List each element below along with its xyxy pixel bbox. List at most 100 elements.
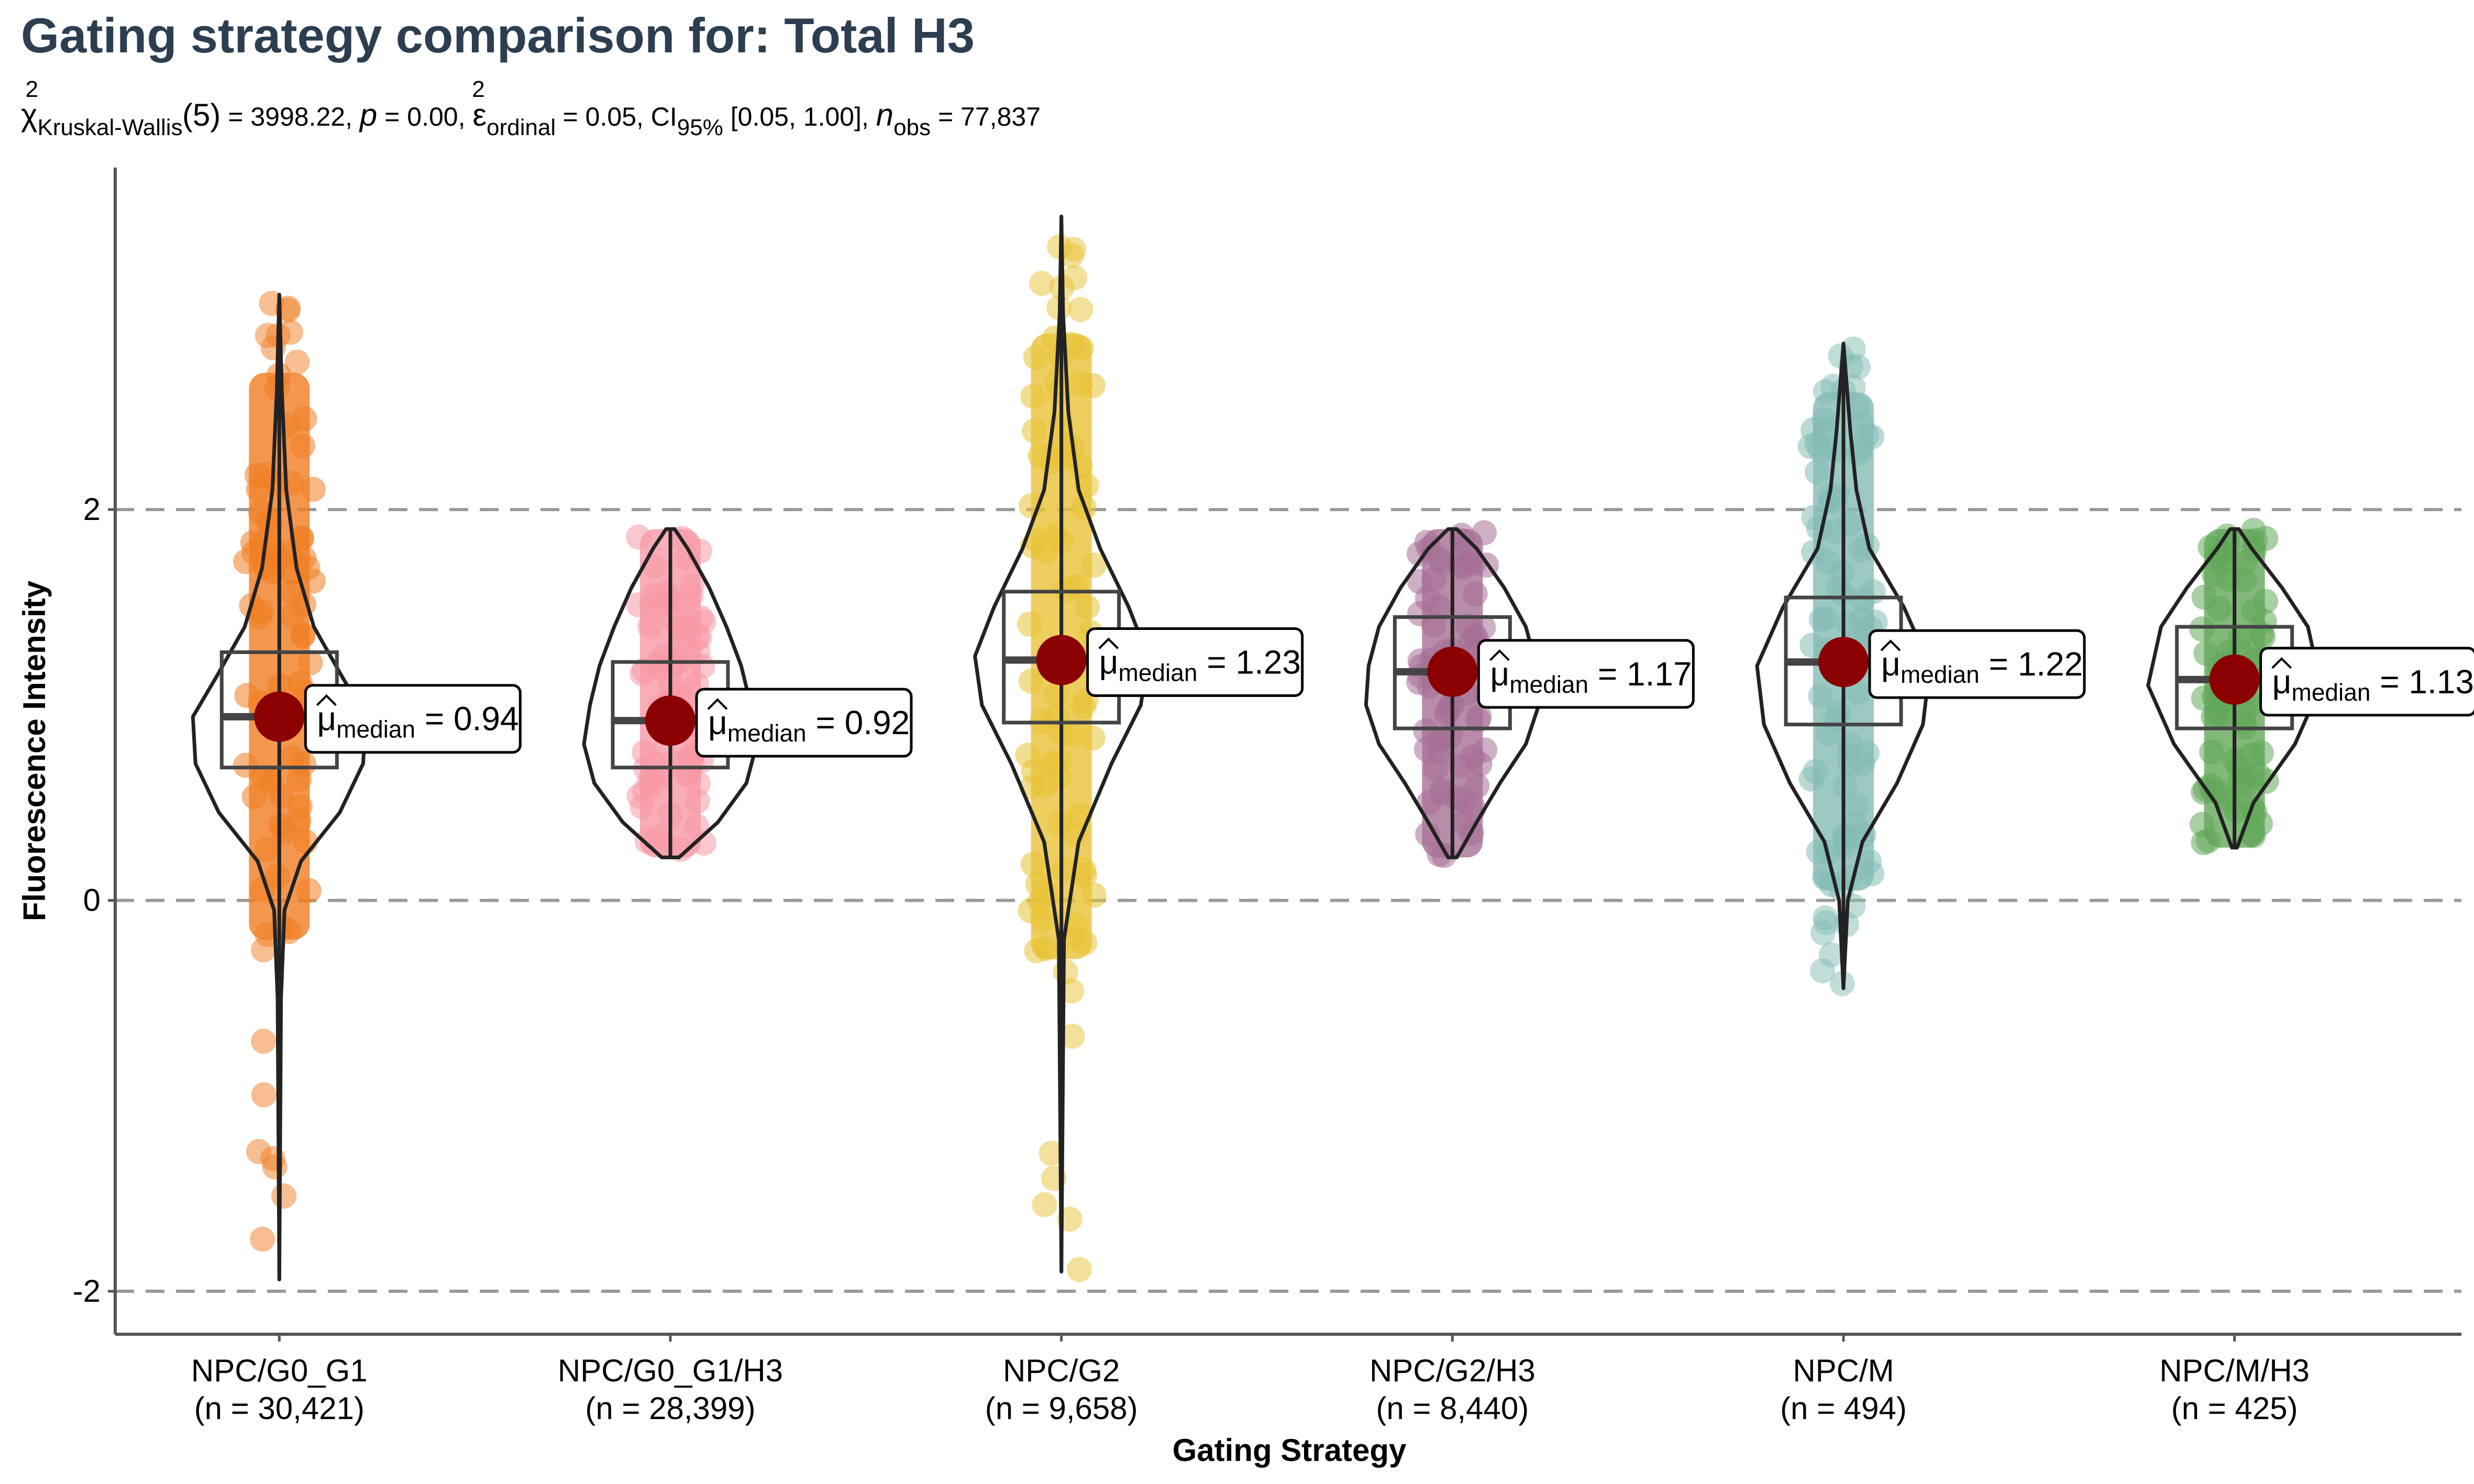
point-2-45 xyxy=(1030,907,1056,933)
point-3-24 xyxy=(1462,581,1488,606)
outlier-0-3 xyxy=(262,1154,288,1180)
median-dot-1 xyxy=(645,695,695,746)
violin-3 xyxy=(1364,527,1541,859)
y-axis-label: Fluorescence Intensity xyxy=(17,580,52,921)
median-dot-4 xyxy=(1818,637,1869,688)
point-1-42 xyxy=(637,614,662,639)
point-2-56 xyxy=(1052,857,1077,882)
point-0-67 xyxy=(247,604,273,629)
median-hat-1 xyxy=(707,698,728,710)
x-ticks: NPC/G0_G1(n = 30,421) NPC/G0_G1/H3(n = 28… xyxy=(191,1334,2310,1426)
point-4-63 xyxy=(1850,587,1875,613)
point-4-8 xyxy=(1832,773,1858,799)
median-label-5: μmedian = 1.13 xyxy=(2272,663,2474,706)
point-2-29 xyxy=(1022,418,1047,444)
x-tick-label-4: NPC/M xyxy=(1793,1353,1894,1388)
outlier-2-7 xyxy=(1039,1140,1064,1166)
boxplots xyxy=(219,216,2294,1280)
point-2-66 xyxy=(1046,763,1072,789)
point-2-61 xyxy=(1044,703,1069,729)
median-label-3: μmedian = 1.17 xyxy=(1490,655,1692,698)
gridlines xyxy=(115,508,2461,1293)
point-1-58 xyxy=(653,590,678,616)
point-3-52 xyxy=(1451,788,1477,813)
point-5-40 xyxy=(2224,798,2249,823)
median-label-box-0 xyxy=(304,684,522,754)
point-4-30 xyxy=(1798,766,1824,792)
point-4-64 xyxy=(1843,792,1869,818)
point-0-30 xyxy=(241,784,267,810)
x-tick-label-2: NPC/G2 xyxy=(1003,1353,1120,1388)
outlier-0-6 xyxy=(251,937,277,962)
subtitle-chi-sub: Kruskal-Wallis xyxy=(38,115,183,140)
point-2-23 xyxy=(1020,851,1046,877)
x-tick-n-1: (n = 28,399) xyxy=(585,1391,755,1426)
point-0-51 xyxy=(296,878,322,903)
point-0-59 xyxy=(300,477,326,502)
subtitle-eps-sup: 2 xyxy=(472,76,484,102)
point-5-29 xyxy=(2189,616,2215,642)
point-3-59 xyxy=(1426,728,1451,754)
point-1-33 xyxy=(668,836,694,862)
x-tick-label-0: NPC/G0_G1 xyxy=(191,1353,368,1388)
y-tick-label-2: 2 xyxy=(83,492,101,527)
median-dot-2 xyxy=(1036,635,1087,685)
median-label-box-3 xyxy=(1477,639,1695,709)
point-3-66 xyxy=(1455,550,1481,575)
y-tick-label-1: 0 xyxy=(83,882,101,917)
point-5-61 xyxy=(2251,608,2277,634)
subtitle-eq2: = 0.00, xyxy=(377,102,472,131)
median-label-box-5 xyxy=(2259,647,2474,717)
point-0-32 xyxy=(251,765,277,790)
point-0-66 xyxy=(241,540,267,566)
x-tick-label-1: NPC/G0_G1/H3 xyxy=(558,1353,783,1388)
median-dot-5 xyxy=(2209,654,2260,705)
median-label-2: μmedian = 1.23 xyxy=(1099,643,1301,686)
subtitle-n: n xyxy=(876,97,893,132)
outlier-0-1 xyxy=(246,1139,271,1165)
median-label-1: μmedian = 0.92 xyxy=(708,704,910,747)
point-2-2 xyxy=(1081,882,1107,908)
x-axis-label: Gating Strategy xyxy=(1173,1433,1407,1468)
median-hat-3 xyxy=(1489,649,1510,661)
point-1-53 xyxy=(631,657,657,683)
point-1-68 xyxy=(641,750,667,776)
point-3-62 xyxy=(1429,778,1455,803)
outlier-0-4 xyxy=(250,1226,275,1252)
outlier-2-9 xyxy=(1029,271,1055,296)
point-3-65 xyxy=(1466,704,1492,729)
subtitle-p: p xyxy=(359,97,377,132)
outlier-0-2 xyxy=(271,1183,297,1209)
x-tick-n-2: (n = 9,658) xyxy=(985,1391,1138,1426)
point-0-16 xyxy=(254,837,280,862)
point-5-62 xyxy=(2210,550,2235,576)
subtitle-eps-sub: ordinal xyxy=(487,115,556,140)
median-hat-5 xyxy=(2271,657,2292,669)
outlier-4-14 xyxy=(1813,379,1838,404)
subtitle-eq1: = 3998.22, xyxy=(220,102,360,131)
point-0-45 xyxy=(279,471,305,496)
point-2-40 xyxy=(1044,682,1069,707)
outlier-4-3 xyxy=(1810,958,1836,983)
median-label-4: μmedian = 1.22 xyxy=(1881,645,2083,688)
point-2-64 xyxy=(1023,345,1048,370)
point-4-31 xyxy=(1846,395,1871,420)
point-1-22 xyxy=(626,524,651,550)
outlier-2-10 xyxy=(1068,297,1094,323)
median-label-box-1 xyxy=(695,688,913,758)
point-0-48 xyxy=(271,819,297,845)
point-4-27 xyxy=(1837,511,1863,537)
point-4-44 xyxy=(1808,683,1834,708)
point-2-53 xyxy=(1074,594,1100,620)
subtitle-eq5: = 77,837 xyxy=(931,102,1041,131)
outlier-4-6 xyxy=(1813,910,1839,936)
outlier-2-13 xyxy=(1062,265,1088,291)
median-dot-3 xyxy=(1427,646,1478,697)
point-2-14 xyxy=(1018,668,1044,694)
point-3-56 xyxy=(1414,529,1440,555)
outlier-0-5 xyxy=(251,1082,277,1108)
violin-4 xyxy=(1755,341,1932,990)
point-1-59 xyxy=(691,830,716,856)
point-0-69 xyxy=(279,745,305,770)
point-0-40 xyxy=(297,650,323,675)
